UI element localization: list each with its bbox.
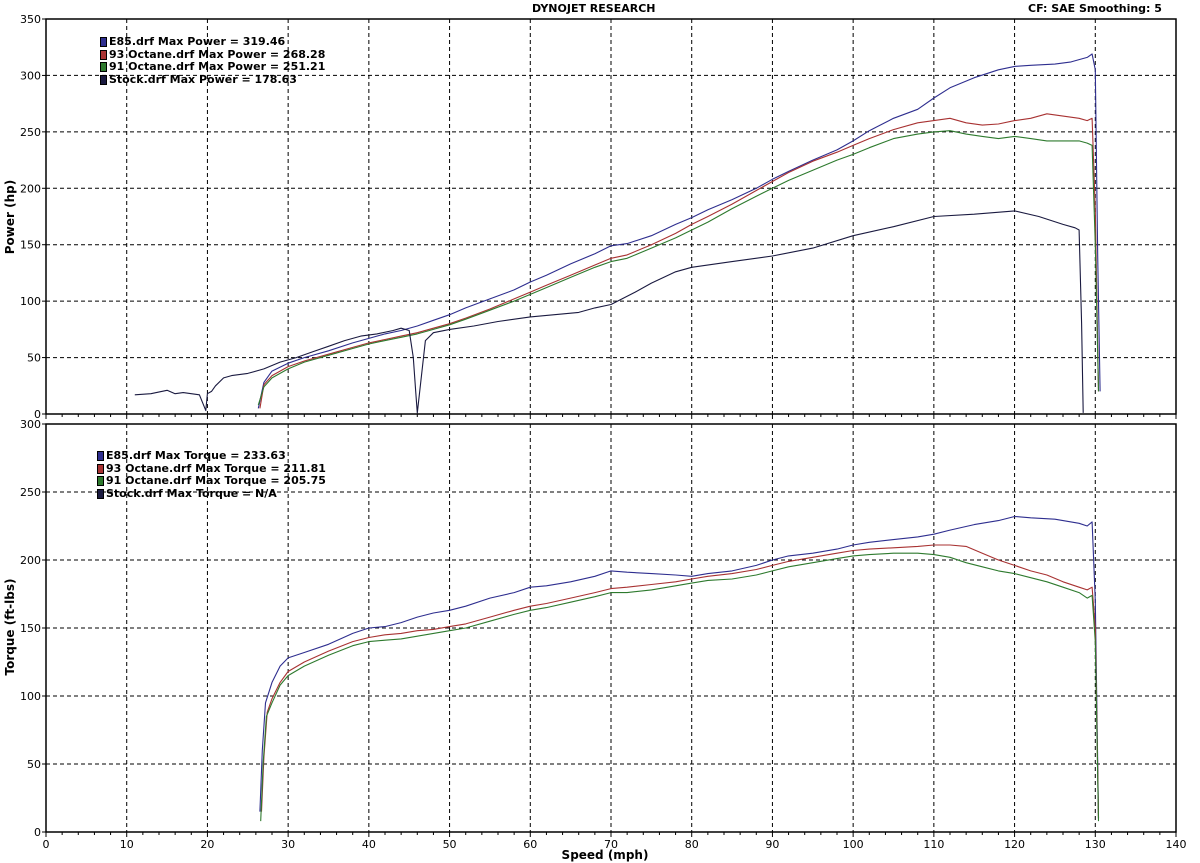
- torque-y-tick-label: 200: [20, 554, 41, 567]
- torque-y-tick-label: 150: [20, 622, 41, 635]
- legend-item-91-octane: 91 Octane.drf Max Power = 251.21: [100, 60, 326, 74]
- legend-item-93-octane: 93 Octane.drf Max Power = 268.28: [100, 47, 326, 62]
- torque-y-tick-label: 100: [20, 690, 41, 703]
- power-y-tick-label: 350: [20, 13, 41, 26]
- power-y-tick-label: 150: [20, 239, 41, 252]
- power-y-tick-label: 250: [20, 126, 41, 139]
- x-tick-label: 110: [923, 838, 944, 851]
- legend-label: 91 Octane.drf Max Power = 251.21: [109, 60, 326, 73]
- torque-y-tick-label: 50: [27, 758, 41, 771]
- legend-item-91-octane: 91 Octane.drf Max Torque = 205.75: [97, 474, 326, 488]
- legend-label: Stock.drf Max Power = 178.63: [109, 72, 297, 86]
- power-series-stock: [134, 210, 1084, 414]
- x-tick-label: 0: [43, 838, 50, 851]
- torque-legend: E85.drf Max Torque = 233.63 93 Octane.dr…: [97, 449, 326, 501]
- legend-label: E85.drf Max Torque = 233.63: [106, 449, 286, 462]
- legend-label: Stock.drf Max Torque = N/A: [106, 486, 277, 500]
- power-panel: 0 50 100 150 200 250 300 350: [20, 13, 1177, 421]
- x-tick-label: 10: [120, 838, 134, 851]
- torque-axis-label: Torque (ft-lbs): [3, 579, 17, 676]
- x-tick-label: 60: [523, 838, 537, 851]
- x-tick-label: 40: [362, 838, 376, 851]
- power-axis-label: Power (hp): [3, 180, 17, 254]
- legend-item-stock: Stock.drf Max Torque = N/A: [97, 486, 326, 501]
- legend-swatch-91-octane: [100, 62, 107, 73]
- power-y-tick-label: 300: [20, 69, 41, 82]
- legend-item-stock: Stock.drf Max Power = 178.63: [100, 72, 325, 87]
- legend-label: E85.drf Max Power = 319.46: [109, 35, 286, 48]
- torque-series-93-octane: [260, 544, 1100, 819]
- torque-panel: 0 50 100 150 200 250 300 0 10 20 30 40 50 60 70 80 90 100…: [20, 418, 1187, 851]
- legend-item-e85: E85.drf Max Power = 319.46: [100, 35, 325, 49]
- x-tick-label: 140: [1166, 838, 1187, 851]
- x-tick-label: 50: [443, 838, 457, 851]
- power-series-93-octane: [259, 113, 1100, 409]
- x-tick-label: 20: [200, 838, 214, 851]
- x-tick-label: 90: [765, 838, 779, 851]
- legend-swatch-91-octane: [97, 476, 104, 487]
- x-tick-label: 70: [604, 838, 618, 851]
- legend-label: 93 Octane.drf Max Torque = 211.81: [106, 461, 326, 475]
- torque-y-tick-label: 300: [20, 418, 41, 431]
- legend-label: 93 Octane.drf Max Power = 268.28: [109, 47, 326, 61]
- x-tick-label: 30: [281, 838, 295, 851]
- x-tick-label: 120: [1004, 838, 1025, 851]
- x-tick-label: 130: [1085, 838, 1106, 851]
- power-legend: E85.drf Max Power = 319.46 93 Octane.drf…: [100, 35, 326, 87]
- power-y-tick-label: 200: [20, 182, 41, 195]
- chart-title: DYNOJET RESEARCH: [532, 2, 656, 15]
- legend-swatch-e85: [100, 37, 107, 48]
- speed-axis-label: Speed (mph): [562, 848, 649, 862]
- torque-y-tick-label: 0: [34, 826, 41, 839]
- legend-swatch-93-octane: [97, 463, 104, 474]
- torque-series-91-octane: [260, 552, 1100, 822]
- power-series-91-octane: [257, 130, 1100, 406]
- torque-y-tick-label: 250: [20, 486, 41, 499]
- legend-label: 91 Octane.drf Max Torque = 205.75: [106, 474, 326, 487]
- legend-item-e85: E85.drf Max Torque = 233.63: [97, 449, 326, 463]
- legend-swatch-stock: [100, 74, 107, 85]
- legend-swatch-e85: [97, 451, 104, 462]
- power-series-e85: [257, 53, 1101, 409]
- correction-info: CF: SAE Smoothing: 5: [1028, 2, 1162, 15]
- torque-series-e85: [259, 515, 1100, 819]
- x-tick-label: 100: [843, 838, 864, 851]
- power-y-tick-label: 0: [34, 408, 41, 421]
- legend-item-93-octane: 93 Octane.drf Max Torque = 211.81: [97, 461, 326, 476]
- power-y-tick-label: 100: [20, 295, 41, 308]
- legend-swatch-stock: [97, 488, 104, 499]
- x-tick-label: 80: [685, 838, 699, 851]
- power-y-tick-label: 50: [27, 352, 41, 365]
- legend-swatch-93-octane: [100, 49, 107, 60]
